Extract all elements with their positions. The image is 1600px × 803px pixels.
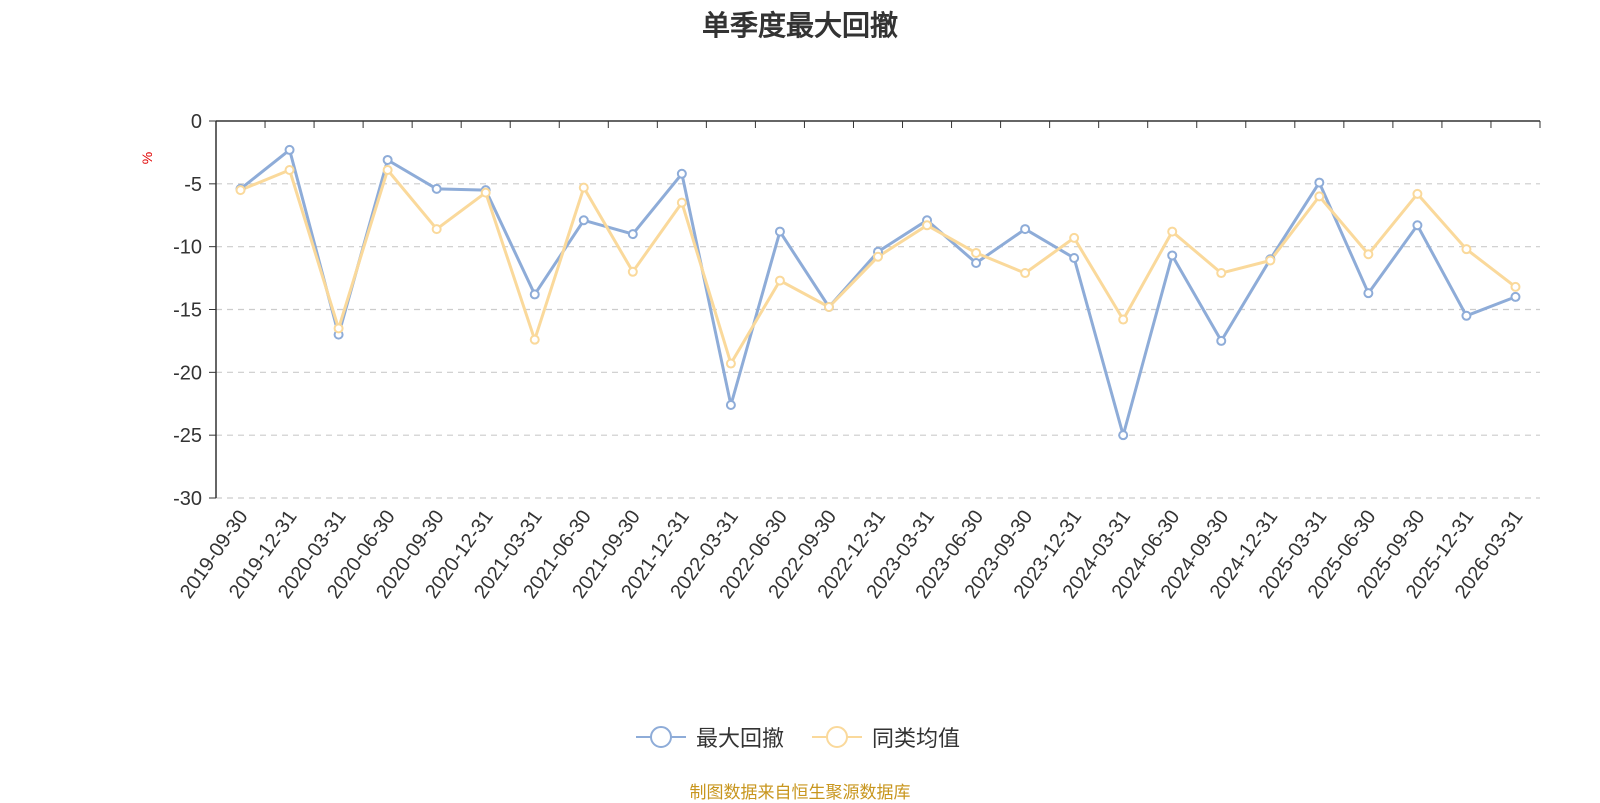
data-point-series-1 (774, 275, 785, 286)
legend-label: 同类均值 (872, 727, 961, 752)
data-point-series-0 (1412, 220, 1423, 231)
data-point-series-1 (1167, 226, 1178, 237)
grid-lines (216, 183, 1540, 499)
data-point-series-0 (676, 168, 687, 179)
data-point-series-0 (578, 215, 589, 226)
data-point-series-1 (1069, 232, 1080, 243)
data-point-series-0 (431, 183, 442, 194)
data-point-series-1 (480, 187, 491, 198)
legend-item-max-drawdown[interactable]: 最大回撤 (636, 722, 784, 752)
data-point-series-0 (382, 154, 393, 165)
data-point-series-0 (1167, 250, 1178, 261)
data-point-series-1 (1412, 188, 1423, 199)
data-source-note: 制图数据来自恒生聚源数据库 (689, 783, 911, 803)
y-tick-label: -20 (173, 362, 202, 384)
data-point-series-1 (235, 185, 246, 196)
data-point-series-1 (676, 197, 687, 208)
legend-item-peer-average[interactable]: 同类均值 (812, 722, 960, 752)
data-point-series-0 (1461, 310, 1472, 321)
data-point-series-0 (725, 400, 736, 411)
series-line-0 (239, 148, 1517, 437)
y-tick-label: 0 (191, 111, 202, 133)
data-point-series-0 (1314, 177, 1325, 188)
series-lines (239, 148, 1517, 437)
data-point-series-1 (1020, 268, 1031, 279)
data-point-series-1 (873, 251, 883, 262)
data-point-series-0 (1510, 291, 1521, 302)
data-point-series-1 (1118, 314, 1129, 325)
data-point-series-0 (1216, 335, 1227, 346)
data-point-series-1 (823, 301, 834, 312)
data-point-series-0 (1020, 224, 1031, 235)
axes (209, 120, 1541, 499)
chart-title: 单季度最大回撤 (701, 9, 898, 42)
data-point-series-1 (431, 224, 442, 235)
y-tick-label: -30 (173, 488, 202, 510)
y-tick-label: -5 (184, 174, 202, 196)
data-point-series-1 (1265, 255, 1276, 266)
y-tick-labels: 0 -5 -10 -15 -20 -25 -30 (173, 111, 202, 510)
data-point-series-0 (627, 229, 638, 240)
y-tick-label: -25 (173, 425, 202, 447)
data-point-series-0 (1363, 288, 1374, 299)
y-tick-label: -15 (173, 300, 202, 322)
data-point-series-1 (725, 358, 736, 369)
data-point-series-1 (284, 165, 295, 176)
data-point-series-1 (529, 334, 540, 345)
data-point-series-0 (1069, 252, 1080, 263)
data-point-series-1 (627, 266, 638, 277)
series-points (235, 144, 1521, 441)
data-point-series-0 (284, 144, 295, 155)
legend-line-icon (812, 726, 862, 748)
data-point-series-1 (971, 247, 982, 258)
data-point-series-1 (578, 182, 589, 193)
x-tick-labels: 2019-09-302019-12-312020-03-312020-06-30… (176, 506, 1528, 602)
data-point-series-0 (971, 258, 982, 269)
data-point-series-1 (1216, 268, 1227, 279)
y-axis-label: % (139, 152, 155, 164)
data-point-series-1 (1461, 244, 1472, 255)
y-tick-label: -10 (173, 237, 202, 259)
legend-label: 最大回撤 (696, 727, 785, 752)
series-line-1 (239, 168, 1517, 365)
data-point-series-1 (333, 323, 344, 334)
data-point-series-0 (1118, 430, 1129, 441)
data-point-series-1 (1314, 191, 1325, 202)
data-point-series-1 (1363, 249, 1374, 260)
data-point-series-0 (774, 226, 785, 237)
data-point-series-0 (529, 289, 540, 300)
data-point-series-1 (382, 165, 393, 176)
data-point-series-1 (1510, 281, 1521, 292)
data-point-series-1 (922, 220, 933, 231)
legend-line-icon (636, 726, 686, 748)
